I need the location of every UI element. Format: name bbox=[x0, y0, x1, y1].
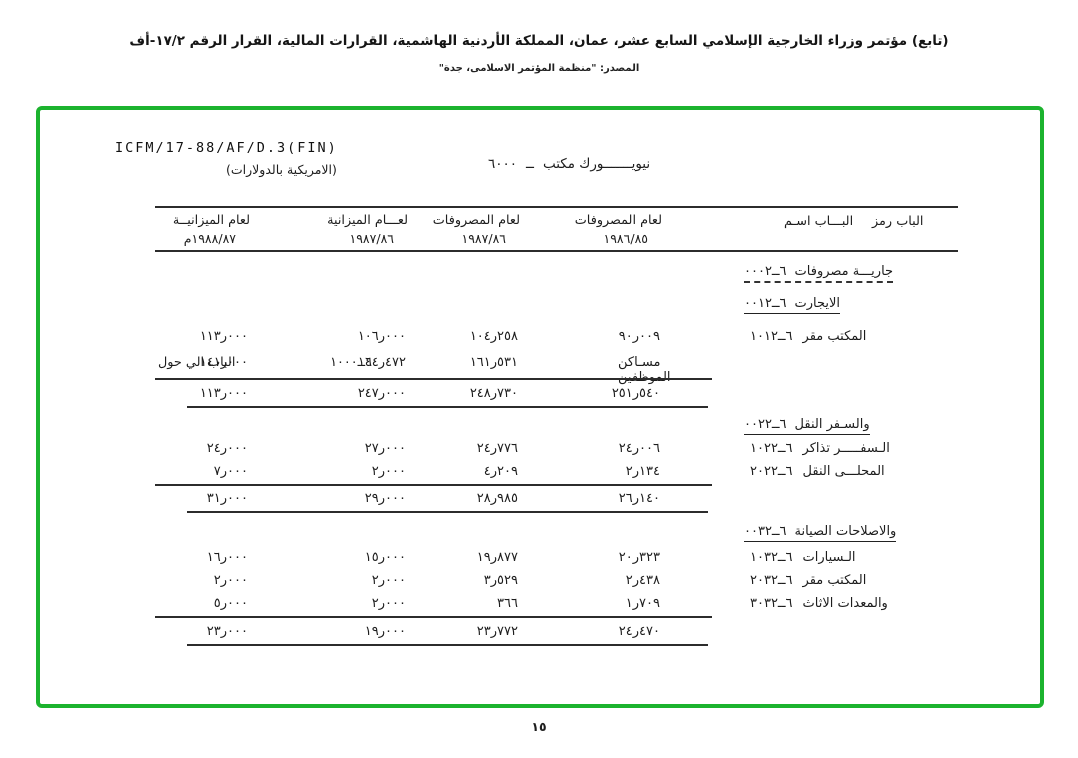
currency-note: (بالدولارات الامريكية) bbox=[226, 162, 337, 177]
table-row-office-hq: ١١٣ر٠٠٠ ١٠٦ر٠٠٠ ١٠٤ر٢٥٨ ٩٠ر٠٠٩ ١٠١٢ــ٦ م… bbox=[155, 329, 958, 350]
cell-expenses-85-86: ١٦١ر٥٣١ bbox=[469, 355, 518, 370]
section-header-maintenance: ٠٠٣٢ــ٦ الصيانة والاصلاحات bbox=[155, 524, 958, 545]
table-row-office-hq-maintenance: ٢ر٠٠٠ ٢ر٠٠٠ ٣ر٥٢٩ ٢ر٤٣٨ ٢٠٣٢ــ٦ مقر المك… bbox=[213, 573, 867, 588]
cell-budget-86-87: ١٤١ر٠٠٠ bbox=[199, 355, 248, 370]
row-code: ١٠١٢ــ٦ bbox=[750, 329, 793, 344]
transfer-note: حول الي الباب ١٠٠٠ــ٦ bbox=[158, 355, 372, 370]
cell-budget-86-87: ١٠٦ر٠٠٠ bbox=[357, 329, 406, 344]
row-name: مسـاكن الموظفين bbox=[618, 355, 671, 385]
row-code: ٣٠٣٢ــ٦ bbox=[750, 596, 793, 611]
row-code: ٢٠٢٢ــ٦ bbox=[750, 464, 793, 479]
section-header-current-expenses: ٠٠٠٢ــ٦ مصروفات جاريـــة bbox=[155, 264, 958, 285]
table-row-staff-residences: حول الي الباب ١٠٠٠ــ٦ ١٤١ر٠٠٠ ١٤٤ر٤٧٢ ١٦… bbox=[155, 355, 958, 385]
source-note: المصدر: "منظمة المؤتمر الاسلامى، جدة" bbox=[438, 63, 640, 74]
row-code: ٢٠٣٢ــ٦ bbox=[750, 573, 793, 588]
section-name: النقل والسـفر bbox=[794, 417, 870, 432]
totals-row-maintenance: ٢٣ر٠٠٠ ١٩ر٠٠٠ ٢٣ر٧٧٢ ٢٤ر٤٧٠ bbox=[206, 624, 660, 639]
office-title: ٦٠٠٠ ــ مكتب نيويـــــــورك bbox=[488, 156, 650, 172]
totals-rule-above bbox=[155, 616, 712, 618]
totals-rule-below bbox=[187, 644, 708, 646]
row-code: ١٠٢٢ــ٦ bbox=[750, 441, 793, 456]
column-header-expenses-85-86: المصروفات لعام ١٩٨٦/٨٥ bbox=[574, 213, 662, 246]
column-header-name: اسـم البـــاب bbox=[784, 214, 854, 229]
column-header-budget-86-87: الميزانية لعـــام ١٩٨٧/٨٦ bbox=[327, 213, 408, 246]
cell-expenses-86-87: ١٠٤ر٢٥٨ bbox=[469, 329, 518, 344]
totals-row-transport: ٣١ر٠٠٠ ٢٩ر٠٠٠ ٢٨ر٩٨٥ ٢٦ر١٤٠ bbox=[206, 491, 660, 506]
section-name: الصيانة والاصلاحات bbox=[794, 524, 897, 539]
totals-rule-above bbox=[155, 484, 712, 486]
office-code: ٦٠٠٠ bbox=[488, 156, 518, 172]
table-row-cars: ١٦ر٠٠٠ ١٥ر٠٠٠ ١٩ر٨٧٧ ٢٠ر٣٢٣ ١٠٣٢ــ٦ الـس… bbox=[206, 550, 856, 565]
document-reference: ICFM/17-88/AF/D.3(FIN) bbox=[115, 140, 338, 156]
totals-row-rents: ١١٣ر٠٠٠ ٢٤٧ر٠٠٠ ٢٤٨ر٧٣٠ ٢٥١ر٥٤٠ bbox=[199, 386, 660, 401]
row-name: النقل المحلـــى bbox=[802, 464, 885, 479]
table-row-travel-tickets: ٢٤ر٠٠٠ ٢٧ر٠٠٠ ٢٤ر٧٧٦ ٢٤ر٠٠٦ ١٠٢٢ــ٦ تذاك… bbox=[206, 441, 890, 456]
section-code: ٠٠٣٢ــ٦ bbox=[744, 524, 787, 539]
row-name: مقر المكتب bbox=[802, 573, 867, 588]
section-name: مصروفات جاريـــة bbox=[794, 264, 894, 279]
totals-rule-below bbox=[187, 406, 708, 408]
totals-rule-above bbox=[155, 378, 712, 380]
row-name: تذاكر الـسفـــــر bbox=[802, 441, 890, 456]
content-frame: ICFM/17-88/AF/D.3(FIN) ٦٠٠٠ ــ مكتب نيوي… bbox=[36, 106, 1044, 708]
column-header-expenses-86-87: المصروفات لعام ١٩٨٧/٨٦ bbox=[432, 213, 520, 246]
row-name: الاثاث والمعدات bbox=[802, 596, 888, 611]
cell-expenses-85-86: ٩٠ر٠٠٩ bbox=[618, 329, 660, 344]
section-code: ٠٠٠٢ــ٦ bbox=[744, 264, 787, 279]
section-code: ٠٠٢٢ــ٦ bbox=[744, 417, 787, 432]
row-code: ١٠٣٢ــ٦ bbox=[750, 550, 793, 565]
cell-expenses-86-87: ١٤٤ر٤٧٢ bbox=[357, 355, 406, 370]
table-row-local-transport: ٧ر٠٠٠ ٢ر٠٠٠ ٤ر٢٠٩ ٢ر١٣٤ ٢٠٢٢ــ٦ النقل ال… bbox=[213, 464, 885, 479]
section-code: ٠٠١٢ــ٦ bbox=[744, 296, 787, 311]
row-name: الـسيارات bbox=[802, 550, 856, 565]
column-header-budget-87-88: الميزانيــة لعام ١٩٨٨/٨٧م bbox=[172, 213, 250, 246]
title-dash: ــ bbox=[526, 156, 534, 172]
cell-budget-87-88: ١١٣ر٠٠٠ bbox=[199, 329, 248, 344]
section-header-transport-travel: ٠٠٢٢ــ٦ النقل والسـفر bbox=[155, 417, 958, 438]
header-rule-top bbox=[155, 206, 958, 208]
section-name: الايجارت bbox=[794, 296, 841, 311]
column-header-code: رمز الباب bbox=[872, 214, 924, 229]
page-title: (تابع) مؤتمر وزراء الخارجية الإسلامي الس… bbox=[129, 33, 949, 49]
row-name: مقر المكتب bbox=[802, 329, 867, 344]
table-row-furniture-equipment: ٥ر٠٠٠ ٢ر٠٠٠ ٣٦٦ ١ر٧٠٩ ٣٠٣٢ــ٦ الاثاث وال… bbox=[213, 596, 888, 611]
header-rule-bottom bbox=[155, 250, 958, 252]
section-header-rents: ٠٠١٢ــ٦ الايجارت bbox=[155, 296, 958, 317]
page-number: ١٥ bbox=[531, 719, 547, 734]
office-name: مكتب نيويـــــــورك bbox=[542, 156, 651, 172]
totals-rule-below bbox=[187, 511, 708, 513]
